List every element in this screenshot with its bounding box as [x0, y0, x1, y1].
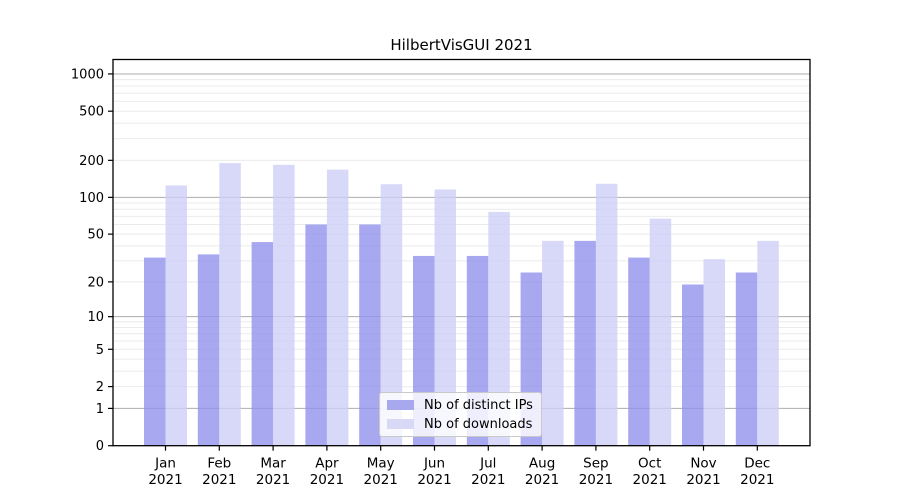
bar-distinct-ips-oct — [628, 257, 650, 446]
bar-downloads-nov — [703, 259, 725, 446]
legend-swatch-downloads — [387, 419, 414, 429]
bar-downloads-jun — [434, 189, 456, 446]
legend-label-downloads: Nb of downloads — [424, 416, 533, 432]
y-tick-label-1: 1 — [96, 402, 104, 417]
bar-downloads-aug — [542, 240, 564, 446]
y-tick-label-1000: 1000 — [71, 67, 104, 82]
y-tick-label-50: 50 — [87, 228, 104, 243]
x-tick-label-jul: Jul 2021 — [471, 456, 505, 489]
axis-box — [112, 58, 811, 447]
x-tick-label-apr: Apr 2021 — [310, 456, 344, 489]
bar-downloads-mar — [273, 164, 295, 446]
y-tick-label-20: 20 — [87, 275, 104, 290]
x-tick-label-feb: Feb 2021 — [202, 456, 236, 489]
bar-downloads-dec — [757, 240, 779, 446]
y-tick-label-0: 0 — [96, 439, 104, 454]
bar-downloads-jul — [488, 211, 510, 446]
y-tick-label-10: 10 — [87, 310, 104, 325]
y-tick-label-200: 200 — [79, 154, 104, 169]
x-tick-label-sep: Sep 2021 — [579, 456, 613, 489]
bar-distinct-ips-apr — [305, 224, 327, 446]
x-tick-label-jan: Jan 2021 — [148, 456, 182, 489]
bar-distinct-ips-may — [359, 224, 381, 446]
bar-distinct-ips-dec — [735, 272, 758, 446]
bar-distinct-ips-nov — [682, 284, 704, 446]
legend: Nb of distinct IPs Nb of downloads — [379, 392, 542, 437]
x-tick-label-mar: Mar 2021 — [256, 456, 290, 489]
legend-label-distinct-ips: Nb of distinct IPs — [424, 397, 533, 413]
legend-row-downloads: Nb of downloads — [387, 416, 541, 432]
legend-row-distinct-ips: Nb of distinct IPs — [387, 397, 541, 413]
y-tick-label-100: 100 — [79, 191, 104, 206]
x-tick-label-nov: Nov 2021 — [686, 456, 720, 489]
y-tick-label-2: 2 — [96, 380, 104, 395]
y-tick-label-500: 500 — [79, 105, 104, 120]
legend-swatch-distinct-ips — [387, 400, 414, 410]
bar-downloads-jan — [165, 185, 187, 446]
bar-distinct-ips-jan — [144, 257, 166, 446]
bar-distinct-ips-feb — [197, 254, 220, 446]
x-tick-label-dec: Dec 2021 — [740, 456, 774, 489]
bar-downloads-sep — [595, 183, 618, 446]
x-tick-label-may: May 2021 — [364, 456, 398, 489]
y-tick-label-5: 5 — [96, 343, 104, 358]
bar-distinct-ips-sep — [574, 240, 596, 446]
x-tick-label-jun: Jun 2021 — [417, 456, 451, 489]
chart-title: HilbertVisGUI 2021 — [390, 36, 533, 54]
bar-distinct-ips-mar — [251, 242, 274, 446]
bar-downloads-apr — [326, 169, 349, 446]
bar-downloads-may — [380, 184, 403, 446]
bar-downloads-feb — [219, 163, 241, 446]
x-tick-label-oct: Oct 2021 — [633, 456, 667, 489]
bar-downloads-oct — [649, 218, 672, 446]
x-tick-label-aug: Aug 2021 — [525, 456, 559, 489]
